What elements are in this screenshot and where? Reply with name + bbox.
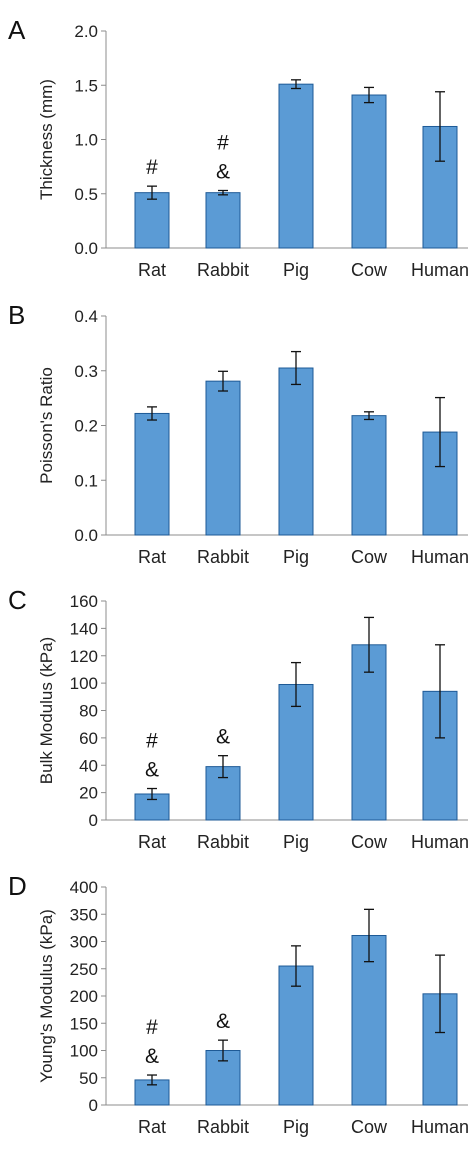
panel-c-category-label: Rabbit <box>197 832 249 852</box>
panel-b-category-label: Rabbit <box>197 547 249 567</box>
panel-c-y-axis-title: Bulk Modulus (kPa) <box>37 637 56 784</box>
panel-c-y-tick-label: 60 <box>79 729 98 748</box>
panel-c-y-tick-label: 140 <box>70 619 98 638</box>
panel-b-category-label: Rat <box>138 547 166 567</box>
panel-d-category-label: Rabbit <box>197 1117 249 1137</box>
panel-c-category-label: Human <box>411 832 469 852</box>
panel-b-letter: B <box>8 300 25 330</box>
panel-c-y-tick-label: 120 <box>70 647 98 666</box>
panel-a-bar-pig <box>278 83 314 249</box>
panel-d-y-tick-label: 0 <box>89 1096 98 1115</box>
panel-c-bar-pig <box>278 683 314 821</box>
panel-a-y-axis-title: Thickness (mm) <box>37 79 56 200</box>
panel-d-y-tick-label: 50 <box>79 1069 98 1088</box>
panel-d-y-axis-title: Young's Modulus (kPa) <box>37 909 56 1083</box>
panel-d-y-tick-label: 250 <box>70 960 98 979</box>
panel-d-y-tick-label: 150 <box>70 1014 98 1033</box>
panel-c-y-tick-label: 20 <box>79 784 98 803</box>
panel-d-letter: D <box>8 871 27 901</box>
panel-a-letter: A <box>8 15 26 45</box>
panel-b-bar-pig <box>278 367 314 536</box>
panel-a-bar-rabbit <box>205 192 241 249</box>
panel-a-y-tick-label: 2.0 <box>74 22 98 41</box>
panel-c-y-tick-label: 0 <box>89 811 98 830</box>
panel-c-category-label: Cow <box>351 832 388 852</box>
panel-b-category-label: Cow <box>351 547 388 567</box>
panel-c-significance-mark: & <box>145 759 159 782</box>
panel-d-significance-mark: # <box>146 1016 158 1039</box>
panel-b-y-tick-label: 0.0 <box>74 526 98 545</box>
panel-c-y-tick-label: 160 <box>70 592 98 611</box>
panel-c-y-tick-label: 80 <box>79 702 98 721</box>
panel-d-y-tick-label: 300 <box>70 933 98 952</box>
panel-a-significance-mark: # <box>146 156 158 179</box>
panel-b-y-axis-title: Poisson's Ratio <box>37 367 56 484</box>
panel-c-significance-mark: # <box>146 730 158 753</box>
panel-a-bar-cow <box>351 94 387 249</box>
panel-b-bar-rat <box>134 412 170 536</box>
panel-a-category-label: Rat <box>138 260 166 280</box>
panel-d-category-label: Pig <box>283 1117 309 1137</box>
panel-a-category-label: Human <box>411 260 469 280</box>
panel-b-y-tick-label: 0.2 <box>74 417 98 436</box>
panel-d-category-label: Rat <box>138 1117 166 1137</box>
panel-b-y-tick-label: 0.3 <box>74 362 98 381</box>
panel-a-y-tick-label: 0.0 <box>74 239 98 258</box>
panel-d-bar-cow <box>351 935 387 1106</box>
panel-b-bar-rabbit <box>205 380 241 536</box>
panel-d-bar-pig <box>278 965 314 1106</box>
panel-b-category-label: Pig <box>283 547 309 567</box>
panel-a-category-label: Cow <box>351 260 388 280</box>
panel-a-y-tick-label: 0.5 <box>74 185 98 204</box>
panel-a-bar-rat <box>134 192 170 249</box>
panel-d-category-label: Human <box>411 1117 469 1137</box>
panel-b-bar-cow <box>351 415 387 536</box>
panel-d-category-label: Cow <box>351 1117 388 1137</box>
panel-c-bar-cow <box>351 644 387 821</box>
panel-d-significance-mark: & <box>216 1010 230 1033</box>
panel-a-significance-mark: # <box>217 131 229 154</box>
panel-a-y-tick-label: 1.0 <box>74 131 98 150</box>
panel-c-y-tick-label: 40 <box>79 756 98 775</box>
panel-b-category-label: Human <box>411 547 469 567</box>
panel-c-y-tick-label: 100 <box>70 674 98 693</box>
panel-b-y-tick-label: 0.4 <box>74 307 98 326</box>
panel-d-y-tick-label: 100 <box>70 1042 98 1061</box>
panel-a-category-label: Rabbit <box>197 260 249 280</box>
panel-a-significance-mark: & <box>216 160 230 183</box>
panel-c-significance-mark: & <box>216 726 230 749</box>
panel-a-category-label: Pig <box>283 260 309 280</box>
panel-c-category-label: Pig <box>283 832 309 852</box>
panel-d-y-tick-label: 400 <box>70 878 98 897</box>
panel-a-y-tick-label: 1.5 <box>74 76 98 95</box>
panel-d-y-tick-label: 350 <box>70 905 98 924</box>
panel-c-letter: C <box>8 585 27 615</box>
panel-b-y-tick-label: 0.1 <box>74 471 98 490</box>
panel-d-y-tick-label: 200 <box>70 987 98 1006</box>
panel-c-category-label: Rat <box>138 832 166 852</box>
panel-d-significance-mark: & <box>145 1045 159 1068</box>
